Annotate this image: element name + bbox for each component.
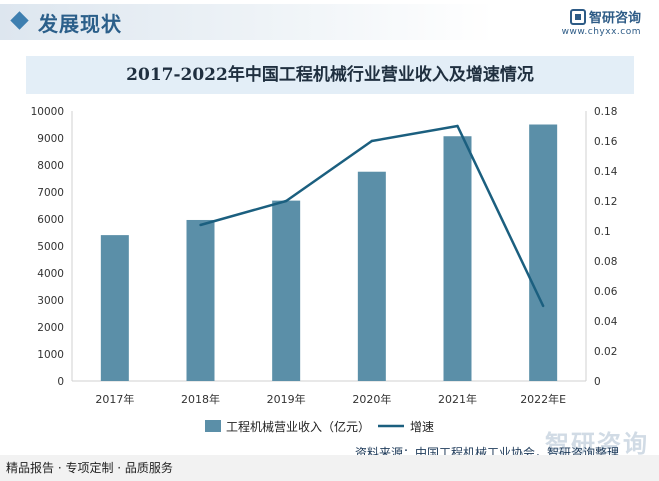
- y-left-tick-label: 1000: [37, 349, 64, 361]
- brand-logo-icon: [569, 8, 586, 25]
- growth-point: [370, 139, 374, 143]
- y-left-tick-label: 4000: [37, 268, 64, 280]
- x-tick-label: 2022年E: [520, 392, 566, 406]
- chart-title-box: 2017-2022年中国工程机械行业营业收入及增速情况: [26, 56, 634, 94]
- y-right-tick-label: 0.04: [594, 316, 618, 328]
- y-left-tick-label: 5000: [37, 241, 64, 253]
- x-tick-label: 2018年: [181, 392, 220, 406]
- bar: [529, 124, 558, 381]
- y-right-tick-label: 0: [594, 376, 601, 388]
- growth-point: [284, 199, 288, 203]
- y-left-tick-label: 7000: [37, 187, 64, 199]
- x-tick-label: 2020年: [352, 392, 391, 406]
- y-right-tick-label: 0.14: [594, 166, 618, 178]
- y-left-tick-label: 6000: [37, 214, 64, 226]
- y-right-tick-label: 0.08: [594, 256, 617, 268]
- watermark: 智研咨询: [545, 430, 649, 458]
- bar: [443, 136, 472, 381]
- brand: 智研咨询 www.chyxx.com: [562, 6, 641, 37]
- section-title: 发展现状: [38, 12, 122, 36]
- brand-name: 智研咨询: [588, 11, 641, 26]
- brand-url: www.chyxx.com: [561, 27, 641, 37]
- y-left-tick-label: 10000: [31, 106, 64, 118]
- legend-bar-label: 工程机械营业收入（亿元）: [226, 419, 370, 434]
- growth-point: [199, 223, 202, 227]
- bar: [186, 219, 215, 381]
- y-right-tick-label: 0.06: [594, 286, 618, 298]
- bar: [100, 235, 129, 381]
- legend-bar-swatch: [205, 420, 221, 432]
- y-left-tick-label: 3000: [37, 295, 64, 307]
- y-left-tick-label: 0: [57, 376, 64, 388]
- header-bar: [0, 4, 659, 40]
- x-tick-label: 2017年: [95, 392, 134, 406]
- growth-point: [456, 124, 459, 128]
- y-left-tick-label: 9000: [37, 133, 64, 145]
- bar: [357, 171, 386, 381]
- footer-services: 精品报告 · 专项定制 · 品质服务: [6, 461, 173, 475]
- footer-bar: [0, 455, 659, 481]
- y-right-tick-label: 0.1: [594, 226, 611, 238]
- y-left-tick-label: 2000: [37, 322, 64, 334]
- growth-point: [541, 304, 545, 308]
- legend-line-label: 增速: [410, 420, 434, 434]
- y-right-tick-label: 0.18: [594, 106, 617, 118]
- y-right-tick-label: 0.16: [594, 136, 618, 148]
- x-tick-label: 2019年: [267, 392, 306, 406]
- y-left-tick-label: 8000: [37, 160, 64, 172]
- x-tick-label: 2021年: [438, 392, 477, 406]
- y-right-tick-label: 0.02: [594, 346, 617, 358]
- chart-title: 2017-2022年中国工程机械行业营业收入及增速情况: [126, 65, 534, 85]
- header: 发展现状 智研咨询 www.chyxx.com: [0, 0, 659, 44]
- y-right-tick-label: 0.12: [594, 196, 617, 208]
- bar: [272, 200, 301, 381]
